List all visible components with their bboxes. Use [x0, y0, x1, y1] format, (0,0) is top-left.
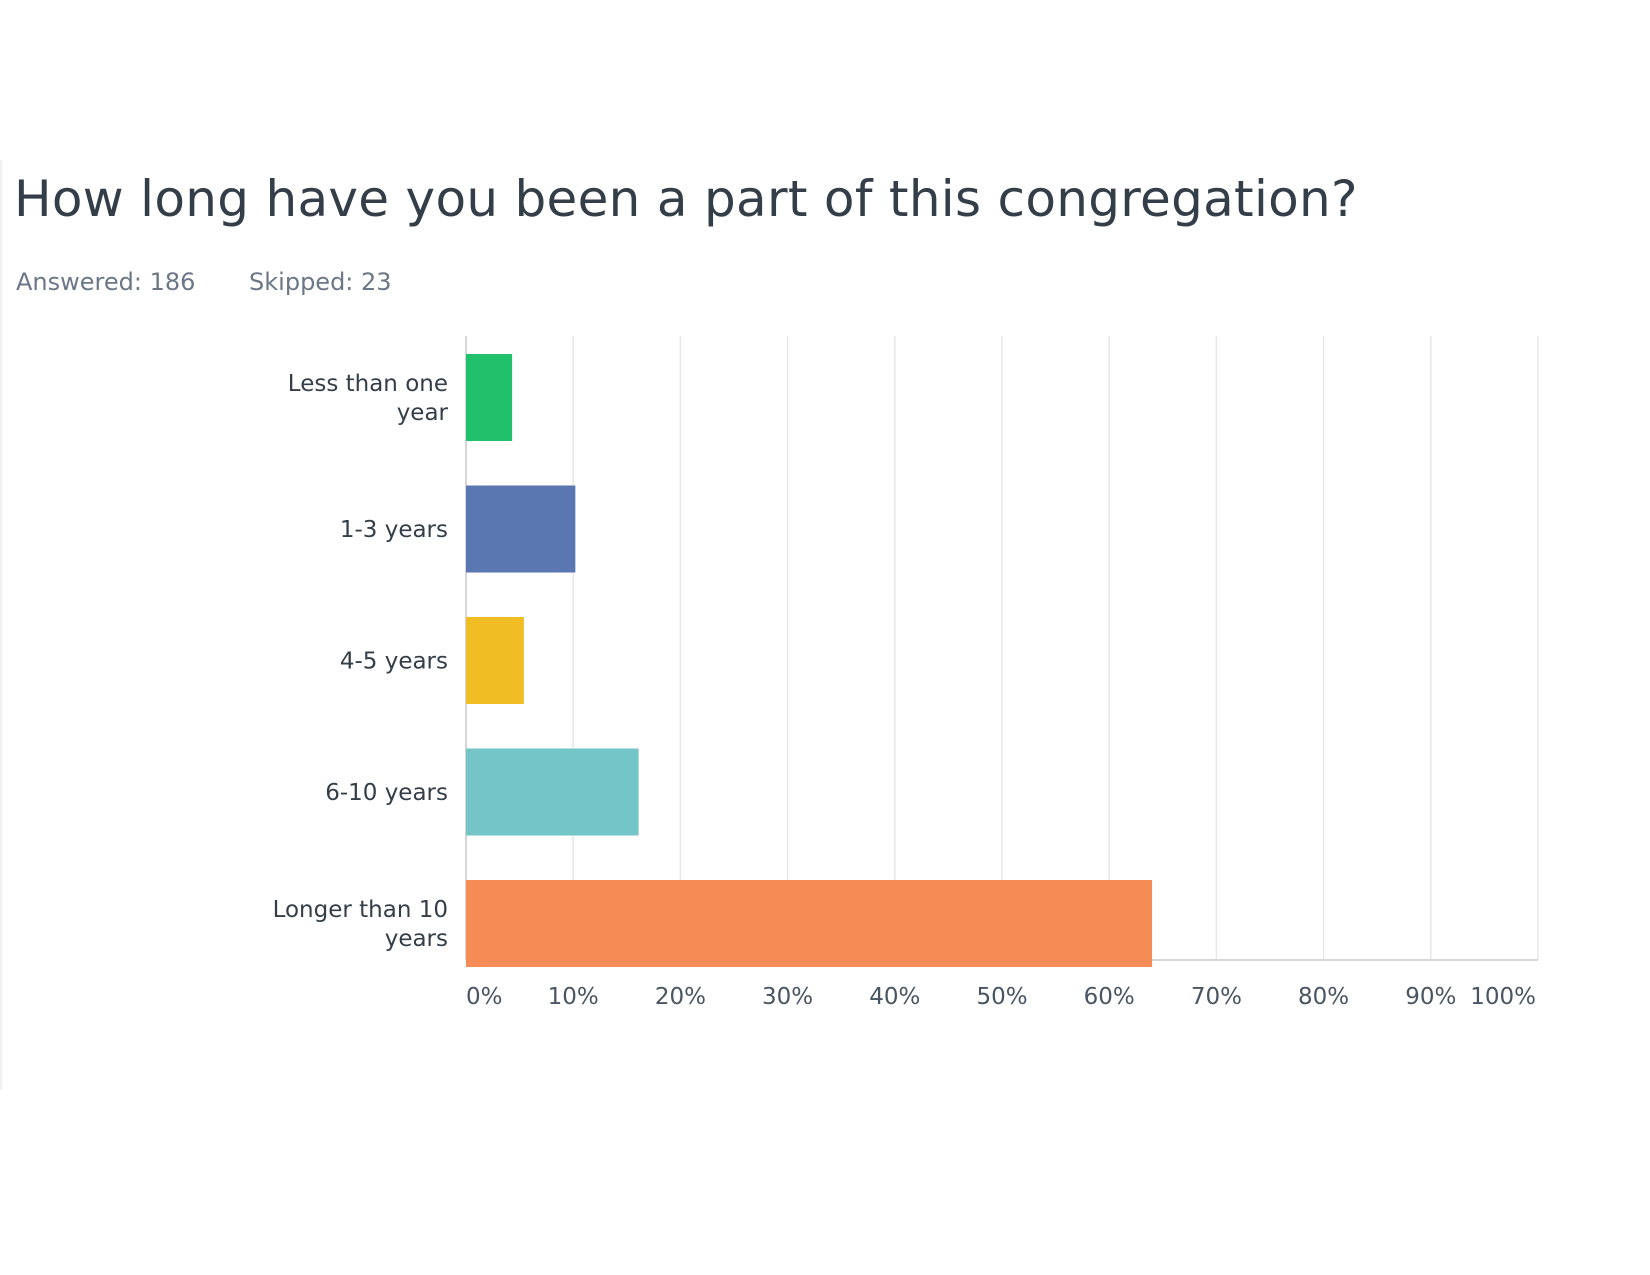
category-label-1-line-2: year [397, 400, 449, 426]
response-stats: Answered: 186 Skipped: 23 [16, 268, 392, 296]
x-tick-label-80: 80% [1298, 984, 1349, 1010]
x-tick-label-40: 40% [869, 984, 920, 1010]
category-label-3-line-1: 4-5 years [340, 649, 448, 675]
bar-1 [466, 354, 513, 441]
bar-2 [466, 485, 576, 573]
x-tick-label-60: 60% [1084, 984, 1135, 1010]
category-label-2: 1-3 years [340, 517, 448, 543]
x-tick-label-20: 20% [655, 984, 706, 1010]
x-tick-label-10: 10% [548, 984, 599, 1010]
question-title: How long have you been a part of this co… [14, 170, 1358, 228]
bar-4 [466, 748, 639, 836]
x-tick-label-90: 90% [1405, 984, 1456, 1010]
category-label-4: 6-10 years [325, 780, 448, 806]
category-label-5-line-1: Longer than 10 [273, 897, 448, 923]
category-label-2-line-1: 1-3 years [340, 517, 448, 543]
category-label-1-line-1: Less than one [288, 371, 448, 397]
category-label-3: 4-5 years [340, 649, 448, 675]
x-tick-label-50: 50% [976, 984, 1027, 1010]
bar-5 [466, 880, 1153, 967]
category-label-4-line-1: 6-10 years [325, 780, 448, 806]
x-tick-label-30: 30% [762, 984, 813, 1010]
x-tick-label-100: 100% [1470, 984, 1536, 1010]
x-tick-label-0: 0% [466, 984, 503, 1010]
category-label-1: Less than one year [288, 371, 449, 426]
answered-count: Answered: 186 [16, 268, 196, 296]
bar-3 [466, 617, 524, 704]
category-label-5-line-2: years [385, 926, 448, 952]
x-tick-label-70: 70% [1191, 984, 1242, 1010]
category-label-5: Longer than 10 years [273, 897, 448, 952]
skipped-count: Skipped: 23 [249, 268, 392, 296]
